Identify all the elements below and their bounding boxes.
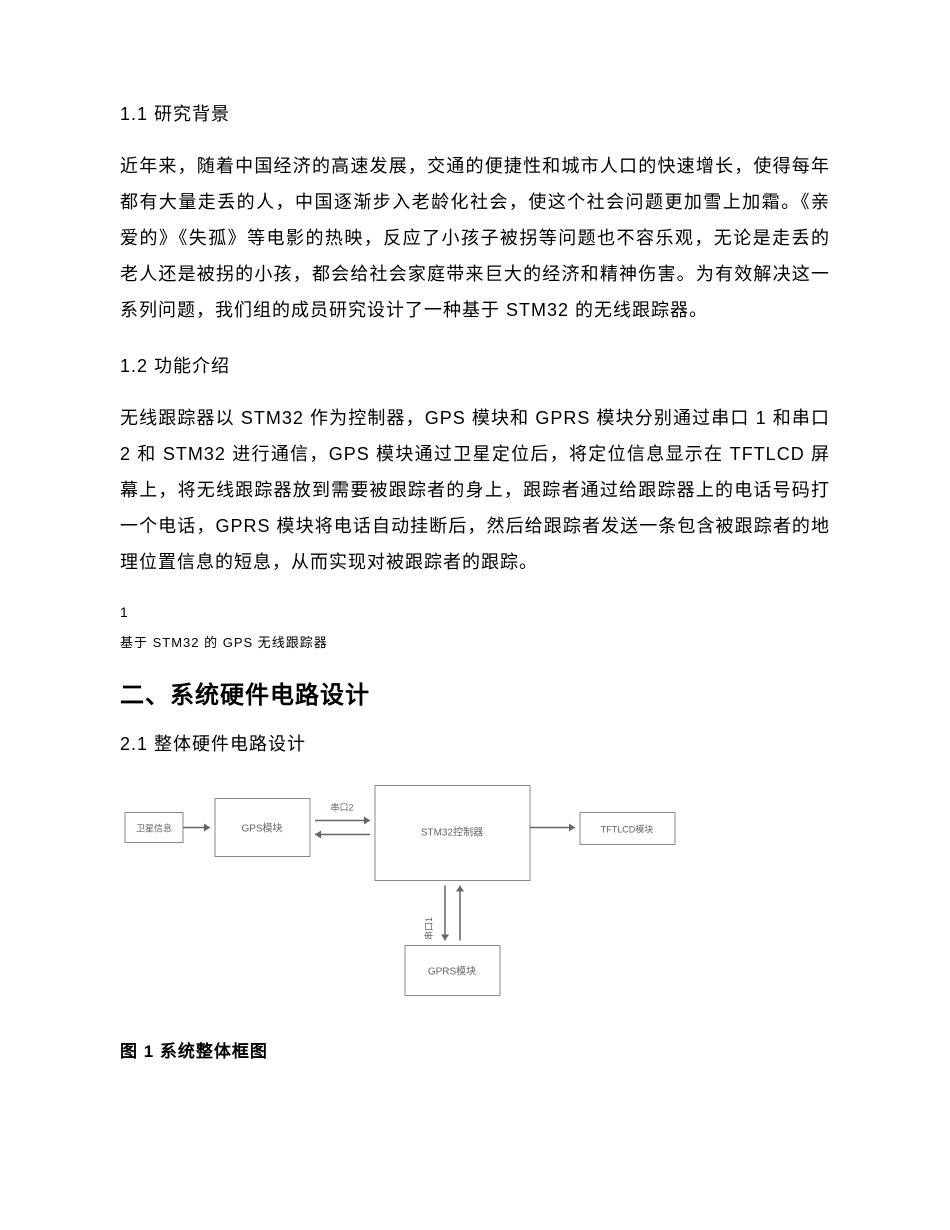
chapter-2-heading: 二、系统硬件电路设计 — [120, 675, 830, 710]
flowchart-svg: 卫星信息 GPS模块 STM32控制器 TFTLCD模块 GPRS模块 串口2 … — [120, 778, 680, 1008]
arrow-stm32-gprs-up — [456, 886, 464, 892]
edge-label-serial2: 串口2 — [330, 803, 353, 813]
arrow-stm32-tftlcd — [569, 824, 575, 832]
footer-text: 基于 STM32 的 GPS 无线跟踪器 — [120, 632, 830, 651]
arrow-stm32-gprs-down — [441, 935, 449, 941]
arrow-gps-stm32-l — [315, 831, 321, 839]
section-1-2-paragraph: 无线跟踪器以 STM32 作为控制器，GPS 模块和 GPRS 模块分别通过串口… — [120, 400, 830, 580]
section-1-1-paragraph: 近年来，随着中国经济的高速发展，交通的便捷性和城市人口的快速增长，使得每年都有大… — [120, 148, 830, 328]
node-satellite-label: 卫星信息 — [136, 823, 172, 834]
figure-1-caption: 图 1 系统整体框图 — [120, 1037, 830, 1062]
arrow-gps-stm32-r — [364, 817, 370, 825]
section-2-1-heading: 2.1 整体硬件电路设计 — [120, 730, 830, 756]
node-gprs-label: GPRS模块 — [428, 966, 476, 978]
edge-label-serial1: 串口1 — [424, 917, 434, 940]
node-tftlcd-label: TFTLCD模块 — [601, 824, 654, 835]
system-block-diagram: 卫星信息 GPS模块 STM32控制器 TFTLCD模块 GPRS模块 串口2 … — [120, 778, 830, 1013]
page-number: 1 — [120, 604, 830, 620]
section-1-2-heading: 1.2 功能介绍 — [120, 352, 830, 378]
node-stm32-label: STM32控制器 — [421, 826, 483, 839]
section-1-1-heading: 1.1 研究背景 — [120, 100, 830, 126]
arrow-satellite-gps — [204, 824, 210, 832]
node-gps-label: GPS模块 — [241, 823, 282, 835]
